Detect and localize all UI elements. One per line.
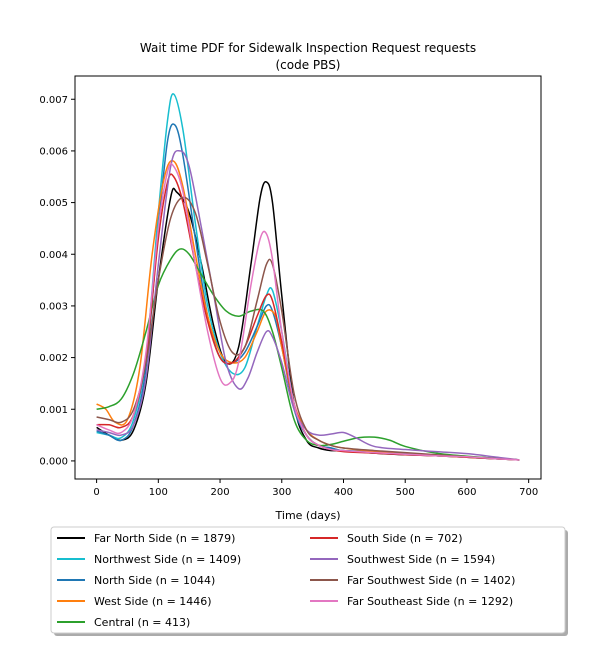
legend-label-2: North Side (n = 1044) xyxy=(94,574,215,587)
chart-title: Wait time PDF for Sidewalk Inspection Re… xyxy=(140,41,476,55)
legend-label-0: Far North Side (n = 1879) xyxy=(94,532,235,545)
x-tick-label-4: 400 xyxy=(334,487,353,498)
legend: Far North Side (n = 1879) Northwest Side … xyxy=(50,526,568,636)
x-tick-label-0: 0 xyxy=(93,487,99,498)
series-line-8 xyxy=(96,163,520,461)
y-tick-label-2: 0.002 xyxy=(39,353,68,364)
x-axis-label: Time (days) xyxy=(275,509,341,522)
series-line-3 xyxy=(96,160,520,461)
y-axis: 0.000 0.001 0.002 0.003 0.004 0.005 0.006 0.007 xyxy=(39,95,75,467)
x-tick-label-2: 200 xyxy=(210,487,229,498)
chart-subtitle: (code PBS) xyxy=(276,58,341,72)
plot-series xyxy=(96,93,520,461)
legend-label-1: Northwest Side (n = 1409) xyxy=(94,553,241,566)
y-tick-label-3: 0.003 xyxy=(39,301,68,312)
x-tick-label-7: 700 xyxy=(519,487,538,498)
y-tick-label-5: 0.005 xyxy=(39,198,68,209)
legend-label-7: Far Southwest Side (n = 1402) xyxy=(347,574,515,587)
plot-frame xyxy=(74,75,542,480)
series-line-1 xyxy=(96,93,520,461)
legend-label-5: South Side (n = 702) xyxy=(347,532,463,545)
y-tick-label-4: 0.004 xyxy=(39,250,68,261)
series-line-2 xyxy=(96,123,520,461)
series-line-6 xyxy=(96,149,520,461)
legend-label-4: Central (n = 413) xyxy=(94,616,190,629)
x-axis: 0 100 200 300 400 500 600 700 xyxy=(93,479,538,498)
legend-label-8: Far Southeast Side (n = 1292) xyxy=(347,595,513,608)
x-tick-label-3: 300 xyxy=(272,487,291,498)
x-tick-label-6: 600 xyxy=(457,487,476,498)
x-tick-label-1: 100 xyxy=(149,487,168,498)
series-line-7 xyxy=(96,196,520,461)
y-tick-label-0: 0.000 xyxy=(39,456,68,467)
y-tick-label-6: 0.006 xyxy=(39,146,68,157)
legend-label-6: Southwest Side (n = 1594) xyxy=(347,553,495,566)
x-tick-label-5: 500 xyxy=(396,487,415,498)
series-line-4 xyxy=(96,248,520,461)
legend-frame xyxy=(50,526,566,634)
legend-label-3: West Side (n = 1446) xyxy=(94,595,212,608)
y-tick-label-7: 0.007 xyxy=(39,95,68,106)
y-tick-label-1: 0.001 xyxy=(39,405,68,416)
